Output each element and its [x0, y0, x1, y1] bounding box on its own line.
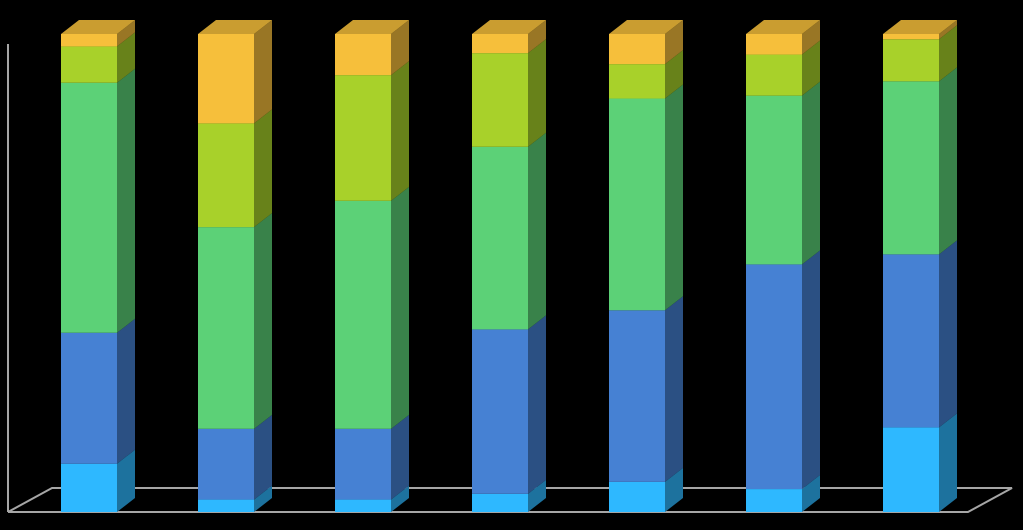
- bar-segment-front: [198, 499, 254, 512]
- bar-segment-side: [665, 50, 683, 99]
- bar-segment-side: [665, 296, 683, 482]
- bar-segment-side: [117, 68, 135, 333]
- bars: [61, 20, 957, 512]
- bar-segment-front: [472, 53, 528, 147]
- bar-segment-front: [61, 463, 117, 512]
- bar-top-face: [335, 20, 409, 34]
- bar-segment-front: [198, 123, 254, 228]
- bar-segment-front: [335, 34, 391, 76]
- bar-segment-side: [939, 25, 957, 82]
- bar-segment-side: [254, 485, 272, 512]
- bar-segment-side: [391, 414, 409, 500]
- bar-segment-front: [746, 34, 802, 55]
- bar-segment-front: [472, 493, 528, 512]
- bar-stack: [609, 20, 683, 512]
- bar-segment-side: [528, 20, 546, 54]
- bar-segment-front: [472, 146, 528, 330]
- bar-segment-side: [528, 39, 546, 147]
- bar-segment-side: [391, 186, 409, 429]
- bar-segment-side: [254, 20, 272, 124]
- bar-segment-side: [391, 61, 409, 201]
- bar-segment-side: [117, 449, 135, 512]
- bar-segment-front: [883, 254, 939, 428]
- bar-segment-front: [335, 428, 391, 500]
- bar-segment-front: [883, 39, 939, 82]
- bar-segment-side: [802, 250, 820, 490]
- bar-segment-side: [117, 20, 135, 47]
- bar-segment-side: [528, 315, 546, 494]
- bar-segment-front: [335, 75, 391, 201]
- bar-segment-side: [254, 109, 272, 228]
- bar-segment-front: [883, 34, 939, 40]
- bar-stack: [61, 20, 135, 512]
- bar-segment-side: [802, 20, 820, 55]
- bar-segment-side: [939, 413, 957, 512]
- bar-segment-side: [117, 318, 135, 464]
- bar-segment-side: [528, 479, 546, 512]
- bar-segment-side: [665, 84, 683, 311]
- bar-segment-front: [198, 34, 254, 124]
- bar-stack: [335, 20, 409, 512]
- bar-stack: [198, 20, 272, 512]
- bar-segment-front: [746, 95, 802, 265]
- bar-segment-front: [746, 489, 802, 512]
- bar-segment-front: [472, 34, 528, 54]
- bar-segment-side: [391, 485, 409, 512]
- bar-stack: [746, 20, 820, 512]
- bar-segment-front: [198, 428, 254, 500]
- bar-top-face: [609, 20, 683, 34]
- bar-stack: [883, 20, 957, 512]
- bar-stack: [472, 20, 546, 512]
- bar-segment-side: [802, 475, 820, 512]
- bar-top-face: [883, 20, 957, 34]
- bar-segment-front: [746, 264, 802, 490]
- bar-segment-front: [609, 310, 665, 482]
- bar-segment-side: [254, 414, 272, 500]
- bar-segment-front: [609, 34, 665, 65]
- bar-segment-front: [609, 481, 665, 512]
- bar-segment-side: [391, 20, 409, 76]
- bar-segment-front: [609, 98, 665, 311]
- bar-top-face: [746, 20, 820, 34]
- bar-segment-side: [117, 32, 135, 83]
- bar-segment-front: [883, 427, 939, 512]
- bar-segment-front: [883, 81, 939, 255]
- bar-segment-side: [665, 20, 683, 65]
- bar-segment-front: [198, 227, 254, 429]
- bar-segment-front: [609, 64, 665, 99]
- bar-segment-side: [665, 467, 683, 512]
- bar-segment-side: [802, 81, 820, 265]
- bar-segment-side: [528, 132, 546, 330]
- bar-segment-side: [939, 67, 957, 255]
- bar-segment-front: [61, 82, 117, 333]
- bar-top-face: [472, 20, 546, 34]
- bar-segment-front: [61, 46, 117, 83]
- bar-top-face: [198, 20, 272, 34]
- bar-segment-side: [254, 213, 272, 429]
- bar-segment-front: [61, 34, 117, 47]
- bar-segment-front: [61, 332, 117, 464]
- bar-segment-side: [939, 240, 957, 428]
- bar-segment-front: [335, 499, 391, 512]
- bar-segment-side: [939, 20, 957, 40]
- bar-segment-side: [802, 40, 820, 96]
- bar-segment-front: [335, 200, 391, 429]
- bar-segment-front: [472, 329, 528, 494]
- bar-segment-front: [746, 54, 802, 96]
- bar-top-face: [61, 20, 135, 34]
